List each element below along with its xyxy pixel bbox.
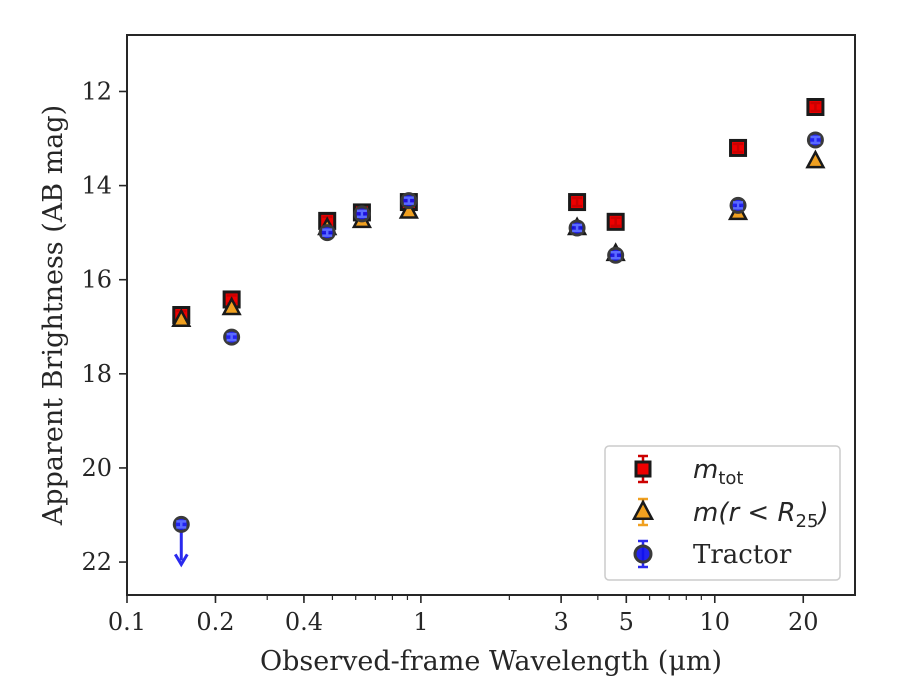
data-point bbox=[318, 224, 336, 242]
data-point bbox=[172, 515, 190, 568]
data-markers bbox=[171, 98, 826, 568]
x-tick-label: 3 bbox=[553, 608, 568, 636]
data-point bbox=[729, 196, 747, 214]
square-marker bbox=[634, 460, 652, 478]
data-point bbox=[606, 212, 625, 231]
y-tick-label: 20 bbox=[81, 454, 112, 482]
upper-limit-arrowhead bbox=[173, 553, 189, 568]
plot-frame bbox=[126, 34, 856, 596]
series-triangle bbox=[171, 149, 826, 328]
triangle-marker bbox=[221, 296, 242, 316]
x-tick-label: 0.2 bbox=[196, 608, 234, 636]
x-tick-label: 20 bbox=[788, 608, 819, 636]
triangle-marker bbox=[171, 308, 192, 328]
x-tick-label: 1 bbox=[413, 608, 428, 636]
data-point bbox=[400, 192, 418, 210]
data-point bbox=[353, 205, 371, 223]
series-square bbox=[172, 98, 825, 324]
triangle-marker bbox=[398, 199, 419, 219]
data-point bbox=[607, 246, 625, 264]
data-point bbox=[806, 131, 824, 149]
x-tick-label: 0.4 bbox=[285, 608, 323, 636]
y-tick-label: 22 bbox=[81, 548, 112, 576]
data-point bbox=[568, 219, 586, 237]
data-point bbox=[398, 199, 419, 219]
data-point bbox=[729, 138, 748, 157]
legend-entry: Tractor bbox=[633, 539, 792, 570]
legend: mtot m(r < R25) Tractor bbox=[604, 445, 841, 581]
legend-box bbox=[604, 445, 841, 581]
triangle-marker bbox=[805, 149, 826, 169]
legend-entry: mtot bbox=[634, 454, 743, 489]
circle-marker bbox=[633, 544, 653, 564]
x-tick-label: 10 bbox=[700, 608, 731, 636]
data-point bbox=[805, 149, 826, 169]
data-point bbox=[171, 308, 192, 328]
axis-ticks: 0.1 0.2 0.4 1 3 5 10 20 12 14 16 18 20 22 bbox=[81, 77, 818, 636]
data-point bbox=[223, 328, 241, 346]
x-axis-title: Observed-frame Wavelength (μm) bbox=[260, 646, 722, 677]
legend-label: mtot bbox=[693, 455, 743, 489]
x-tick-label: 0.1 bbox=[108, 608, 146, 636]
y-tick-label: 18 bbox=[81, 360, 112, 388]
y-tick-label: 16 bbox=[81, 266, 112, 294]
legend-entry: m(r < R25) bbox=[631, 497, 829, 532]
x-tick-label: 5 bbox=[619, 608, 634, 636]
y-axis-title: Apparent Brightness (AB mag) bbox=[38, 105, 69, 526]
y-tick-label: 12 bbox=[81, 77, 112, 105]
triangle-marker bbox=[631, 499, 655, 521]
legend-label: Tractor bbox=[693, 540, 792, 570]
data-point bbox=[221, 296, 242, 316]
data-point bbox=[568, 193, 587, 212]
legend-label: m(r < R25) bbox=[693, 498, 829, 532]
y-tick-label: 14 bbox=[81, 172, 112, 200]
data-point bbox=[806, 98, 825, 116]
series-circle bbox=[172, 131, 824, 568]
